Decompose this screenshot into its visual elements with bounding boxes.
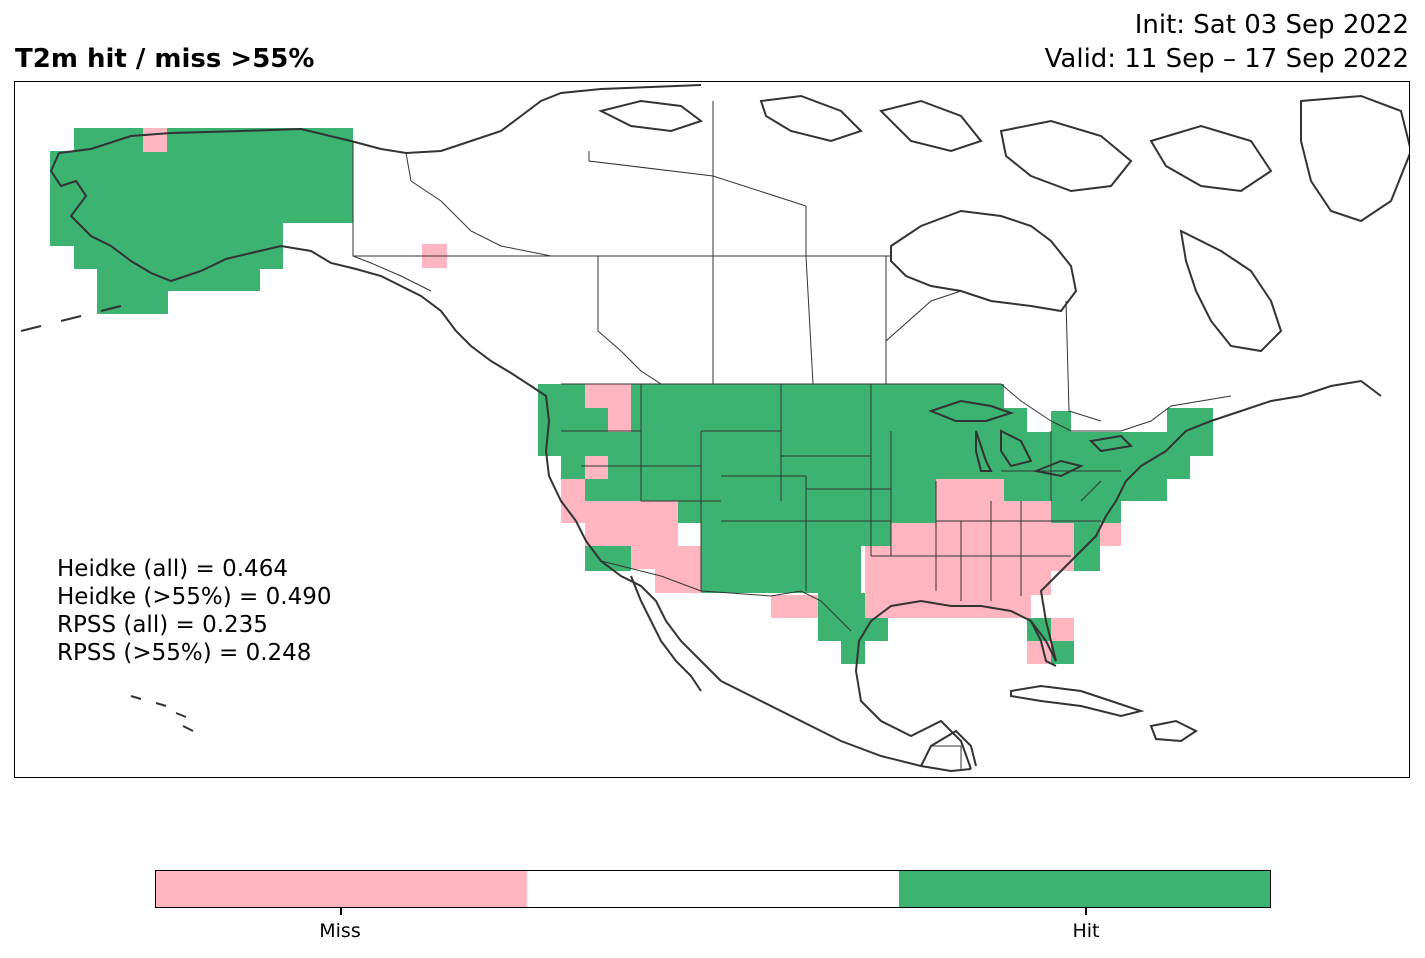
colorbar-tick-miss: [340, 908, 342, 915]
hit-cell: [538, 432, 1213, 456]
miss-cell: [865, 546, 1074, 571]
hit-cell: [818, 618, 888, 641]
hit-cell: [1167, 408, 1213, 432]
stat-heidke-all: Heidke (all) = 0.464: [57, 556, 288, 582]
hit-cell: [283, 221, 353, 223]
hit-cell: [561, 479, 1167, 501]
miss-cell: [1100, 523, 1121, 546]
stat-heidke-55: Heidke (>55%) = 0.490: [57, 584, 332, 610]
hit-cell: [50, 151, 74, 246]
miss-cell: [585, 384, 631, 408]
forecast-cells: [50, 128, 1213, 664]
hit-cell: [701, 523, 891, 546]
miss-cell: [585, 456, 608, 479]
stat-rpss-55: RPSS (>55%) = 0.248: [57, 640, 312, 666]
miss-cell: [608, 408, 631, 432]
hit-cell: [74, 128, 353, 221]
miss-cell: [1051, 618, 1074, 641]
hit-cell: [74, 221, 283, 269]
miss-cell: [143, 128, 167, 152]
hit-cell: [97, 291, 168, 314]
skill-scores: Heidke (all) = 0.464 Heidke (>55%) = 0.4…: [57, 555, 331, 667]
hit-cell: [561, 456, 1190, 479]
colorbar: [155, 870, 1271, 908]
coastlines: [20, 84, 1409, 773]
hit-cell: [1051, 411, 1071, 432]
colorbar-miss-segment: [156, 871, 528, 907]
north-america-map: [20, 84, 1409, 773]
map-panel: [14, 81, 1410, 778]
colorbar-tick-hit: [1085, 908, 1087, 915]
miss-cell: [891, 523, 1074, 546]
init-date: Init: Sat 03 Sep 2022: [1134, 10, 1409, 40]
map-title: T2m hit / miss >55%: [15, 44, 315, 74]
miss-cell: [771, 595, 818, 618]
hit-cell: [701, 546, 861, 569]
hit-cell: [701, 569, 861, 593]
valid-period: Valid: 11 Sep – 17 Sep 2022: [1044, 44, 1409, 74]
stat-rpss-all: RPSS (all) = 0.235: [57, 612, 268, 638]
colorbar-neutral-segment: [527, 871, 899, 907]
colorbar-hit-segment: [898, 871, 1270, 907]
miss-cell: [936, 479, 1004, 523]
hit-cell: [841, 641, 865, 664]
colorbar-label-miss: Miss: [319, 920, 361, 942]
miss-cell: [1004, 501, 1051, 523]
colorbar-label-hit: Hit: [1072, 920, 1100, 942]
political-borders: [352, 101, 1232, 771]
miss-cell: [865, 571, 1051, 595]
miss-cell: [631, 523, 655, 569]
miss-cell: [655, 546, 701, 593]
hit-cell: [97, 269, 260, 291]
